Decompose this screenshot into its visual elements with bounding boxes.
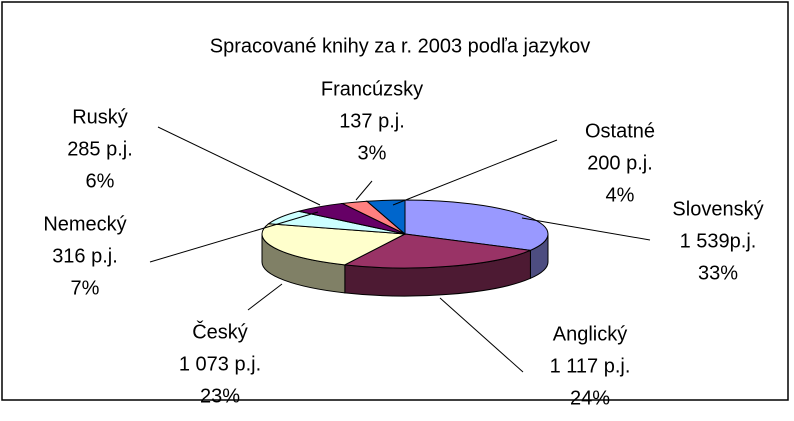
leader-line bbox=[392, 139, 558, 206]
leader-line bbox=[247, 283, 283, 311]
leader-line bbox=[157, 126, 321, 206]
label-name: Anglický bbox=[553, 323, 627, 345]
label-name: Slovenský bbox=[672, 198, 763, 220]
label-name: Ruský bbox=[72, 106, 128, 128]
label-value: 1 539p.j. bbox=[680, 230, 757, 252]
label-percent: 7% bbox=[71, 277, 100, 299]
label-value: 1 073 p.j. bbox=[179, 353, 261, 375]
pie-slice bbox=[404, 199, 549, 251]
pie-slice bbox=[343, 233, 533, 269]
label-percent: 33% bbox=[698, 262, 738, 284]
chart-title: Spracované knihy za r. 2003 podľa jazyko… bbox=[210, 35, 591, 57]
label-name: Nemecký bbox=[43, 213, 126, 235]
label-value: 137 p.j. bbox=[339, 110, 405, 132]
label-percent: 4% bbox=[606, 184, 635, 206]
label-value: 200 p.j. bbox=[587, 152, 653, 174]
leader-line bbox=[149, 211, 319, 263]
label-name: Francúzsky bbox=[321, 78, 423, 100]
leader-line bbox=[439, 297, 524, 373]
label-value: 285 p.j. bbox=[67, 138, 133, 160]
label-percent: 3% bbox=[358, 142, 387, 164]
label-name: Český bbox=[192, 320, 248, 343]
leader-line bbox=[521, 217, 651, 241]
label-percent: 23% bbox=[200, 385, 240, 407]
label-name: Ostatné bbox=[585, 120, 655, 142]
label-percent: 6% bbox=[86, 170, 115, 192]
leader-line bbox=[355, 180, 373, 201]
label-value: 316 p.j. bbox=[52, 245, 118, 267]
label-value: 1 117 p.j. bbox=[550, 355, 631, 377]
label-percent: 24% bbox=[570, 387, 610, 409]
